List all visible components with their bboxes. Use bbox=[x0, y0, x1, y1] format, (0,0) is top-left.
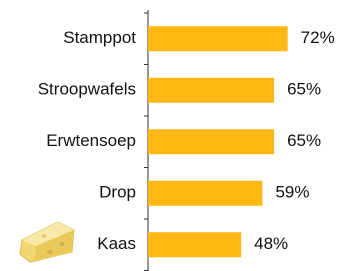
cheese-icon bbox=[20, 222, 74, 262]
y-tick-label: Stroopwafels bbox=[38, 80, 136, 99]
y-tick-label: Stamppot bbox=[63, 28, 136, 47]
value-label: 65% bbox=[287, 80, 321, 99]
bar bbox=[148, 181, 262, 206]
y-tick-label: Drop bbox=[99, 183, 136, 202]
value-label: 65% bbox=[287, 131, 321, 150]
value-label: 72% bbox=[301, 28, 335, 47]
value-label: 48% bbox=[254, 234, 288, 253]
bar bbox=[148, 232, 241, 257]
chart: Stamppot 72% Stroopwafels 65% Erwtensoep 65% D… bbox=[0, 0, 348, 271]
bar bbox=[148, 129, 274, 154]
page: Stamppot 72% Stroopwafels 65% Erwtensoep 65% D… bbox=[0, 0, 348, 271]
y-tick-label: Kaas bbox=[97, 234, 136, 253]
bar bbox=[148, 26, 288, 51]
bar bbox=[148, 78, 274, 103]
value-label: 59% bbox=[275, 183, 309, 202]
y-tick-label: Erwtensoep bbox=[46, 131, 136, 150]
